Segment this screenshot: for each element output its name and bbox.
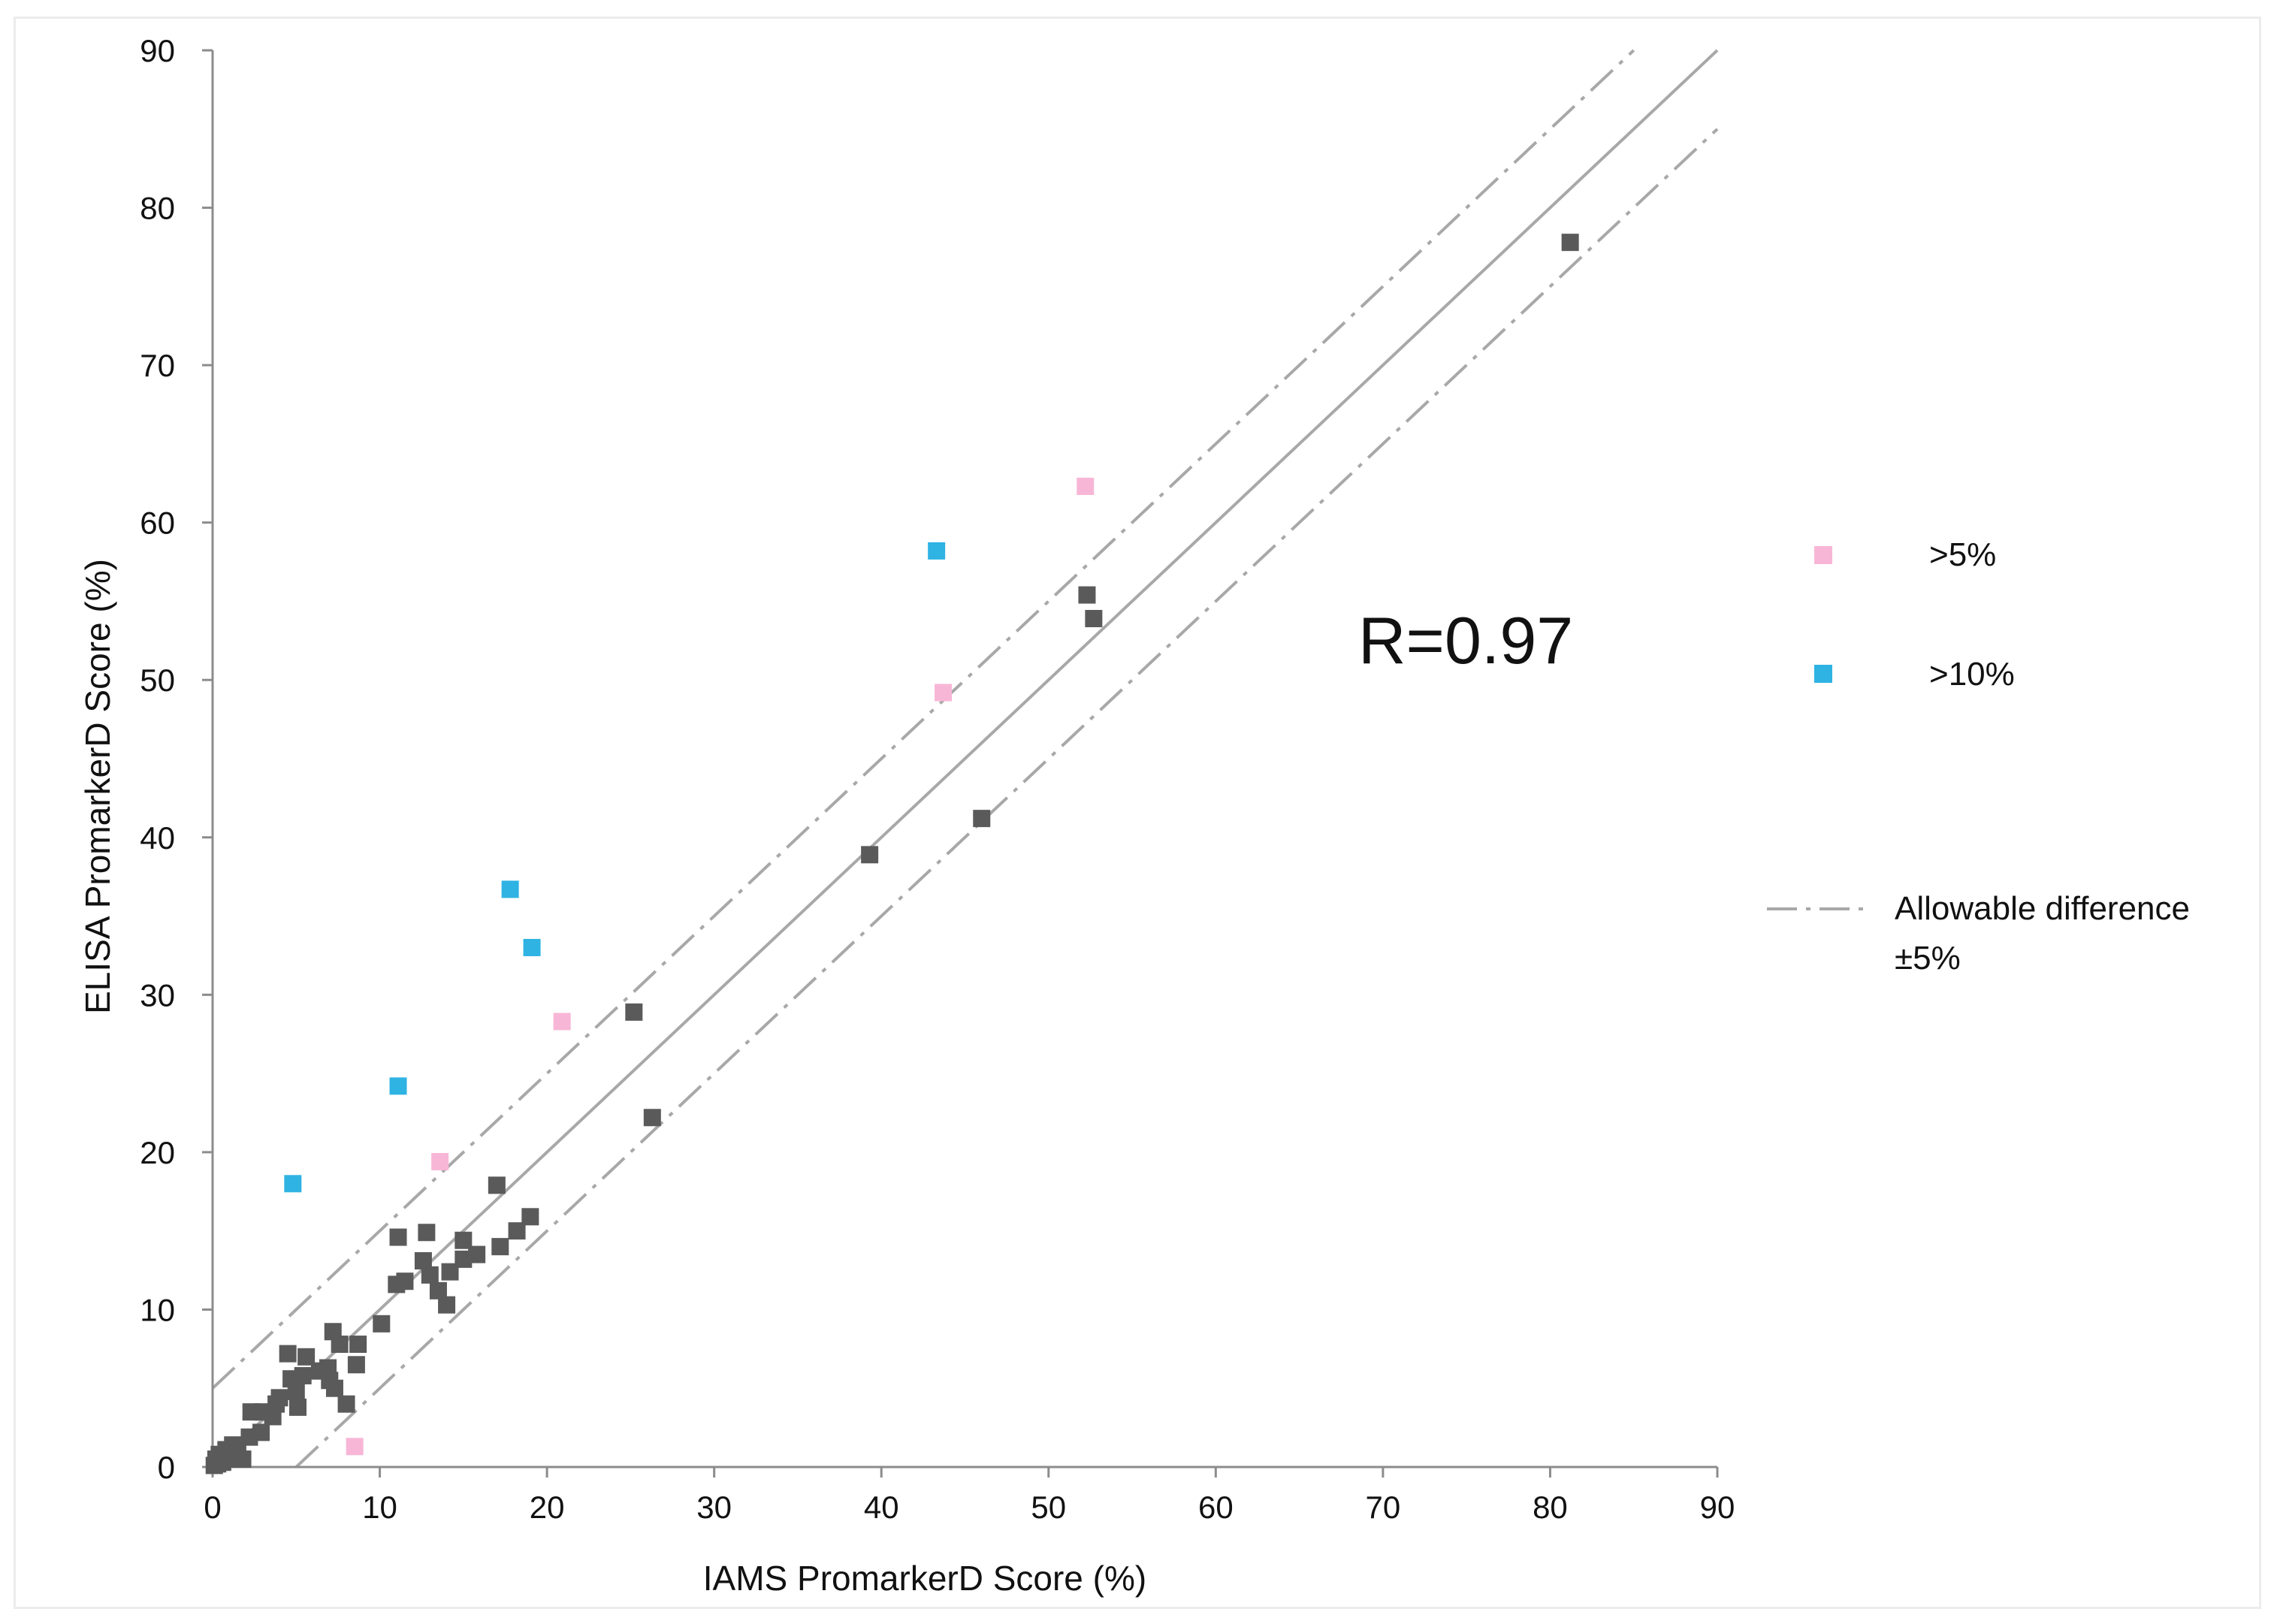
x-tick-label: 20	[530, 1490, 565, 1525]
y-axis-title: ELISA PromarkerD Score (%)	[78, 559, 117, 1014]
data-point	[1078, 586, 1096, 604]
y-tick-label: 50	[140, 663, 175, 698]
data-point	[861, 846, 879, 864]
y-tick-label: 10	[140, 1292, 175, 1327]
data-point	[491, 1238, 509, 1256]
data-point	[488, 1176, 506, 1194]
data-point	[242, 1403, 260, 1421]
legend-label-gt5: >5%	[1929, 536, 1996, 573]
data-point-gt5	[431, 1152, 449, 1170]
data-point-gt5	[1077, 477, 1095, 495]
data-point	[438, 1296, 456, 1314]
x-tick-label: 0	[204, 1490, 221, 1525]
legend-label-allowable: Allowable difference	[1895, 890, 2190, 927]
x-tick-label: 10	[362, 1490, 397, 1525]
data-point	[454, 1231, 473, 1249]
data-point	[325, 1379, 343, 1397]
data-point	[240, 1428, 258, 1446]
data-point	[421, 1266, 439, 1284]
data-point	[1561, 234, 1579, 252]
data-point	[441, 1263, 459, 1281]
data-point-gt5	[935, 684, 953, 702]
correlation-annotation: R=0.97	[1358, 603, 1573, 678]
axes: 0 10 20 30 40 50 60 70 80 90 0 10 20 30 40 50 60 70 80 90	[140, 33, 1735, 1525]
x-tick-label: 80	[1533, 1490, 1568, 1525]
data-point	[973, 810, 991, 828]
y-tick-label: 80	[140, 191, 175, 226]
legend: >5% >10% Allowable difference ±5%	[1767, 536, 2190, 977]
y-tick-label: 30	[140, 977, 175, 1013]
legend-label-allowable-pm: ±5%	[1895, 940, 1961, 977]
x-tick-label: 40	[864, 1490, 899, 1525]
data-point	[205, 1456, 223, 1475]
data-point	[324, 1323, 342, 1341]
data-point	[373, 1315, 391, 1333]
data-point-gt10	[501, 880, 519, 898]
data-point	[349, 1336, 367, 1354]
x-tick-label: 90	[1700, 1490, 1735, 1525]
lower-allowable-line	[294, 128, 1719, 1469]
upper-allowable-line	[211, 49, 1635, 1390]
data-point	[418, 1224, 436, 1242]
data-point	[388, 1275, 406, 1293]
data-point	[454, 1250, 473, 1268]
identity-line	[211, 49, 1719, 1469]
data-point-gt10	[928, 542, 946, 560]
data-point	[310, 1362, 328, 1380]
data-point	[429, 1281, 447, 1300]
data-point-gt10	[523, 938, 541, 956]
y-tick-label: 0	[158, 1450, 175, 1485]
x-tick-label: 60	[1198, 1490, 1234, 1525]
legend-swatch-gt10	[1814, 665, 1832, 683]
data-point	[297, 1348, 316, 1366]
x-tick-label: 50	[1031, 1490, 1066, 1525]
data-points	[205, 234, 1579, 1475]
data-point	[279, 1345, 297, 1363]
data-point-gt5	[346, 1438, 364, 1456]
data-point	[643, 1109, 661, 1127]
y-tick-label: 70	[140, 348, 175, 383]
x-tick-label: 70	[1366, 1490, 1401, 1525]
data-point-gt10	[284, 1175, 302, 1193]
data-point	[414, 1251, 432, 1269]
data-point	[389, 1228, 407, 1246]
data-point	[337, 1395, 355, 1413]
x-tick-label: 30	[696, 1490, 732, 1525]
data-point	[282, 1370, 300, 1388]
x-axis-title: IAMS PromarkerD Score (%)	[703, 1559, 1146, 1598]
legend-label-gt10: >10%	[1929, 656, 2015, 693]
y-tick-label: 90	[140, 33, 175, 68]
data-point	[347, 1356, 365, 1374]
y-tick-label: 20	[140, 1135, 175, 1170]
data-point-gt5	[553, 1013, 571, 1031]
reference-lines	[211, 49, 1719, 1469]
legend-swatch-gt5	[1814, 546, 1832, 564]
data-point	[1085, 609, 1103, 627]
data-point	[521, 1208, 539, 1226]
data-point	[289, 1398, 307, 1416]
data-point-gt10	[389, 1077, 407, 1095]
data-point	[625, 1003, 643, 1021]
figure-frame	[14, 17, 2261, 1609]
y-tick-label: 60	[140, 506, 175, 541]
data-point	[468, 1245, 486, 1263]
data-point	[508, 1222, 526, 1240]
y-tick-label: 40	[140, 820, 175, 856]
